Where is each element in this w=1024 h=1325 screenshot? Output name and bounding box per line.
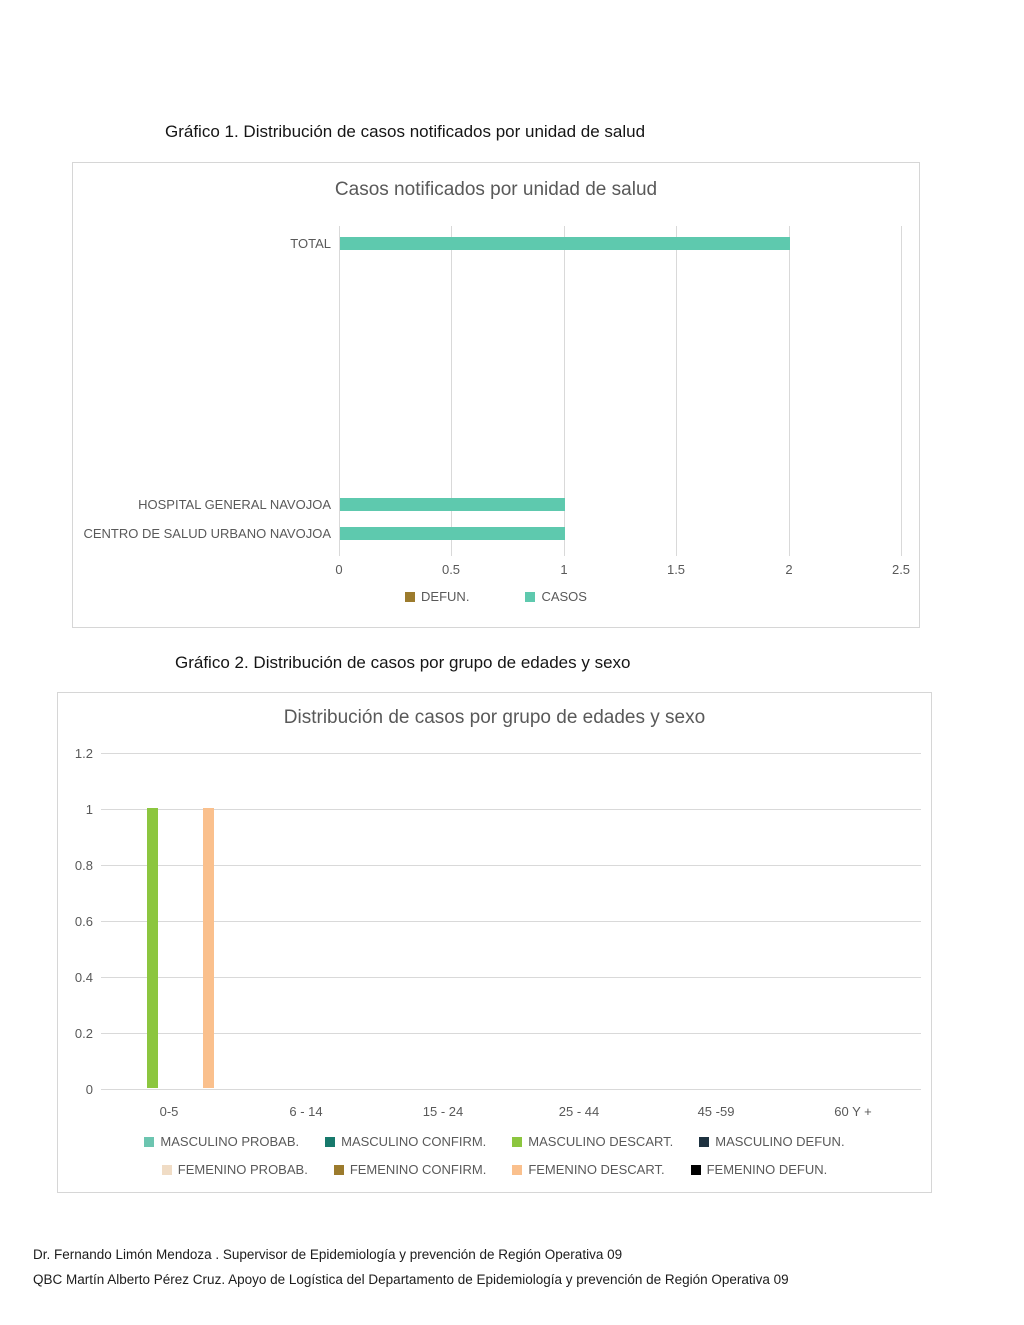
- chart2-title: Distribución de casos por grupo de edade…: [283, 707, 706, 728]
- masculino-defun-swatch-icon: [699, 1136, 710, 1147]
- legend-item-casos: CASOS: [525, 589, 587, 604]
- masculino-probab-swatch-icon: [144, 1136, 155, 1147]
- chart1-legend: DEFUN. CASOS: [73, 589, 919, 604]
- femenino-descart-swatch-icon: [512, 1164, 523, 1175]
- y-tick-label: 1: [85, 802, 93, 817]
- x-tick-label: 0.5: [441, 562, 461, 577]
- chart2-plot-area: [101, 753, 921, 1090]
- bar-femenino-descart-0-5: [203, 808, 214, 1088]
- bar-casos-total: [340, 237, 790, 250]
- gridline-v: [451, 226, 453, 556]
- legend-item-masculino-confirm: MASCULINO CONFIRM.: [325, 1134, 486, 1149]
- legend-item-femenino-probab: FEMENINO PROBAB.: [161, 1162, 308, 1177]
- legend-label: FEMENINO CONFIRM.: [349, 1162, 487, 1177]
- legend-label: MASCULINO CONFIRM.: [341, 1134, 487, 1149]
- legend-item-masculino-descart: MASCULINO DESCART.: [512, 1134, 673, 1149]
- masculino-descart-swatch-icon: [512, 1136, 523, 1147]
- legend-label: FEMENINO DEFUN.: [706, 1162, 828, 1177]
- category-label-60-y-mas: 60 Y +: [834, 1104, 872, 1119]
- chart1-caption: Gráfico 1. Distribución de casos notific…: [165, 122, 646, 141]
- legend-label: MASCULINO DESCART.: [528, 1134, 674, 1149]
- bar-casos-hospital-general-navojoa: [340, 498, 565, 511]
- femenino-probab-swatch-icon: [161, 1164, 172, 1175]
- category-label-45-59: 45 -59: [697, 1104, 735, 1119]
- category-label-hospital-general-navojoa: HOSPITAL GENERAL NAVOJOA: [138, 497, 331, 512]
- chart1: Casos notificados por unidad de salud TO…: [72, 162, 920, 628]
- category-label-15-24: 15 - 24: [422, 1104, 464, 1119]
- defun-swatch-icon: [405, 591, 416, 602]
- gridline-v: [563, 226, 565, 556]
- chart2-legend-row1: MASCULINO PROBAB. MASCULINO CONFIRM. MAS…: [58, 1134, 931, 1149]
- femenino-confirm-swatch-icon: [333, 1164, 344, 1175]
- femenino-defun-swatch-icon: [690, 1164, 701, 1175]
- chart2-caption: Gráfico 2. Distribución de casos por gru…: [175, 653, 631, 672]
- y-tick-label: 0.2: [74, 1026, 93, 1041]
- legend-label: CASOS: [541, 589, 587, 604]
- x-tick-label: 2.5: [891, 562, 911, 577]
- y-tick-label: 0.8: [74, 858, 93, 873]
- masculino-confirm-swatch-icon: [325, 1136, 336, 1147]
- chart2-legend-row2: FEMENINO PROBAB. FEMENINO CONFIRM. FEMEN…: [58, 1162, 931, 1177]
- bar-masculino-descart-0-5: [147, 808, 158, 1088]
- chart2: Distribución de casos por grupo de edade…: [57, 692, 932, 1193]
- category-label-centro-de-salud-urbano-navojoa: CENTRO DE SALUD URBANO NAVOJOA: [83, 526, 331, 541]
- casos-swatch-icon: [525, 591, 536, 602]
- gridline-h: [101, 1032, 921, 1034]
- x-tick-label: 1: [560, 562, 568, 577]
- legend-item-femenino-defun: FEMENINO DEFUN.: [690, 1162, 828, 1177]
- x-tick-label: 0: [335, 562, 343, 577]
- category-label-25-44: 25 - 44: [558, 1104, 600, 1119]
- category-label-total: TOTAL: [290, 236, 331, 251]
- legend-label: FEMENINO DESCART.: [528, 1162, 665, 1177]
- category-label-6-14: 6 - 14: [289, 1104, 323, 1119]
- x-tick-label: 2: [785, 562, 793, 577]
- y-tick-label: 0: [85, 1082, 93, 1097]
- chart1-title: Casos notificados por unidad de salud: [334, 179, 658, 200]
- gridline-h: [101, 1089, 921, 1090]
- gridline-h: [101, 977, 921, 978]
- gridline-h: [101, 753, 921, 754]
- gridline-h: [101, 864, 921, 866]
- gridline-h: [101, 921, 921, 922]
- legend-item-femenino-descart: FEMENINO DESCART.: [512, 1162, 665, 1177]
- y-tick-label: 0.6: [74, 914, 93, 929]
- gridline-v: [901, 226, 902, 556]
- legend-item-defun: DEFUN.: [405, 589, 469, 604]
- legend-label: MASCULINO PROBAB.: [160, 1134, 300, 1149]
- legend-label: FEMENINO PROBAB.: [177, 1162, 308, 1177]
- y-tick-label: 0.4: [74, 970, 93, 985]
- footer-line-2: QBC Martín Alberto Pérez Cruz. Apoyo de …: [33, 1272, 789, 1287]
- gridline-v: [676, 226, 678, 556]
- legend-item-femenino-confirm: FEMENINO CONFIRM.: [333, 1162, 487, 1177]
- legend-item-masculino-defun: MASCULINO DEFUN.: [699, 1134, 845, 1149]
- footer-line-1: Dr. Fernando Limón Mendoza . Supervisor …: [33, 1247, 623, 1262]
- gridline-v: [788, 226, 790, 556]
- gridline-h: [101, 809, 921, 810]
- legend-label: MASCULINO DEFUN.: [715, 1134, 845, 1149]
- chart1-plot-area: [339, 226, 902, 556]
- y-tick-label: 1.2: [74, 746, 93, 761]
- x-tick-label: 1.5: [666, 562, 686, 577]
- bar-casos-centro-de-salud-urbano-navojoa: [340, 527, 565, 540]
- gridline-v: [339, 226, 340, 556]
- category-label-0-5: 0-5: [159, 1104, 179, 1119]
- legend-item-masculino-probab: MASCULINO PROBAB.: [144, 1134, 299, 1149]
- legend-label: DEFUN.: [421, 589, 470, 604]
